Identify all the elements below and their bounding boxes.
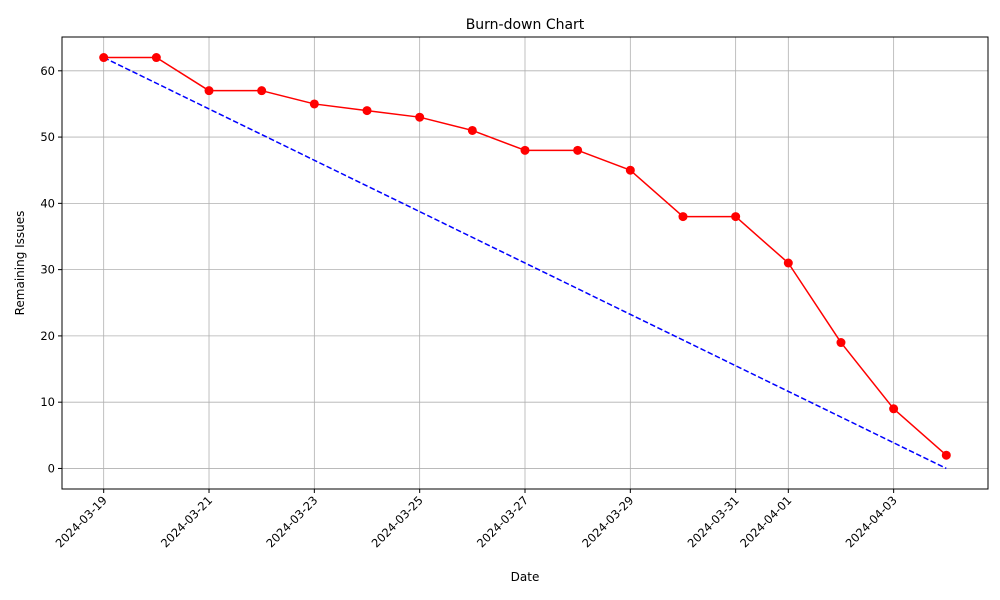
- grid: [62, 37, 988, 489]
- data-point: [467, 125, 477, 135]
- data-point: [836, 338, 846, 348]
- y-tick-label: 50: [40, 130, 55, 144]
- y-axis-label: Remaining Issues: [13, 211, 27, 316]
- data-point: [257, 86, 267, 96]
- x-tick-label: 2024-03-25: [369, 493, 426, 550]
- x-tick-label: 2024-03-29: [579, 493, 636, 550]
- x-axis-label: Date: [511, 570, 540, 584]
- y-tick-label: 20: [40, 329, 55, 343]
- x-tick-label: 2024-03-19: [53, 493, 110, 550]
- data-point: [941, 450, 951, 460]
- x-tick-label: 2024-03-27: [474, 493, 531, 550]
- data-point: [731, 212, 741, 222]
- y-tick-label: 10: [40, 395, 55, 409]
- data-point: [625, 165, 635, 175]
- y-tick-label: 30: [40, 263, 55, 277]
- data-point: [99, 53, 109, 63]
- x-tick-label: 2024-03-23: [263, 493, 320, 550]
- x-tick-label: 2024-04-03: [843, 493, 900, 550]
- data-point: [520, 145, 530, 155]
- x-tick-label: 2024-04-01: [737, 493, 794, 550]
- data-point: [309, 99, 319, 109]
- x-tick-label: 2024-03-21: [158, 493, 215, 550]
- data-point: [783, 258, 793, 268]
- series-layer: [99, 53, 951, 470]
- data-point: [573, 145, 583, 155]
- chart-title: Burn-down Chart: [466, 17, 585, 33]
- data-point: [362, 106, 372, 116]
- y-tick-label: 60: [40, 64, 55, 78]
- data-point: [889, 404, 899, 414]
- data-point: [678, 212, 688, 222]
- data-point: [151, 53, 161, 63]
- y-tick-label: 40: [40, 196, 55, 210]
- ideal-line: [103, 56, 947, 470]
- y-tick-label: 0: [48, 461, 55, 475]
- x-tick-label: 2024-03-31: [685, 493, 742, 550]
- data-point: [415, 112, 425, 122]
- data-point: [204, 86, 214, 96]
